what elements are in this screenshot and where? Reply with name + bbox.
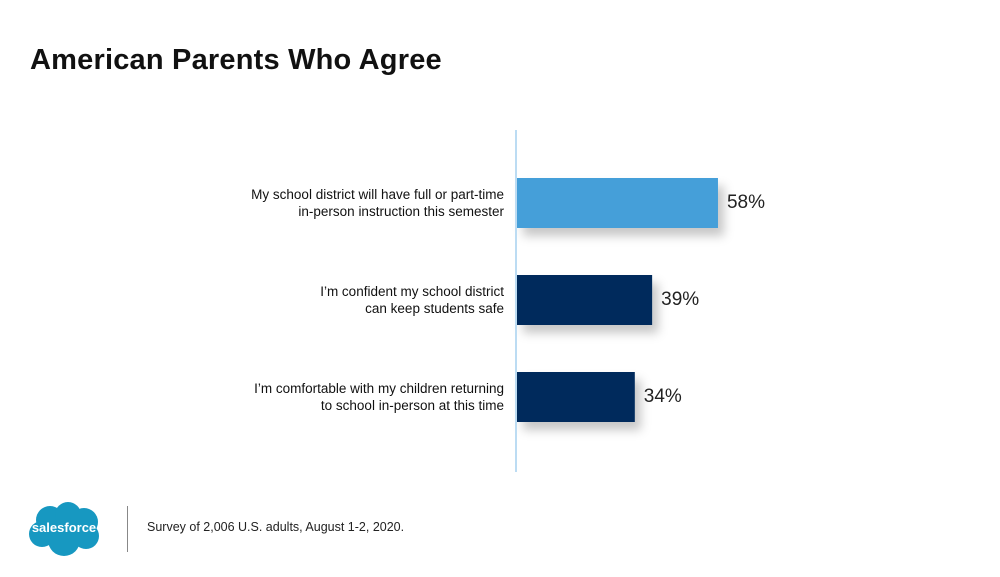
category-label-1: I’m confident my school district can keep… [184,283,504,317]
category-label-line: can keep students safe [365,301,504,316]
chart-title: American Parents Who Agree [30,44,442,76]
bar-1 [517,275,653,325]
category-label-line: I’m confident my school district [320,284,504,299]
value-label-2: 34% [643,386,682,407]
category-label-2: I’m comfortable with my children returni… [184,380,504,414]
footer-divider [127,506,128,552]
svg-text:salesforce: salesforce [32,520,96,535]
category-label-line: to school in-person at this time [320,398,504,413]
bar-0 [517,178,718,228]
category-label-line: I’m comfortable with my children returni… [254,381,504,396]
salesforce-logo: salesforce [24,500,104,563]
category-label-0: My school district will have full or par… [184,186,504,220]
value-label-0: 58% [726,192,765,213]
bar-2 [517,372,635,422]
value-label-1: 39% [661,289,700,310]
category-label-line: My school district will have full or par… [251,187,504,202]
category-label-line: in-person instruction this semester [298,204,504,219]
survey-footnote: Survey of 2,006 U.S. adults, August 1-2,… [147,520,405,534]
